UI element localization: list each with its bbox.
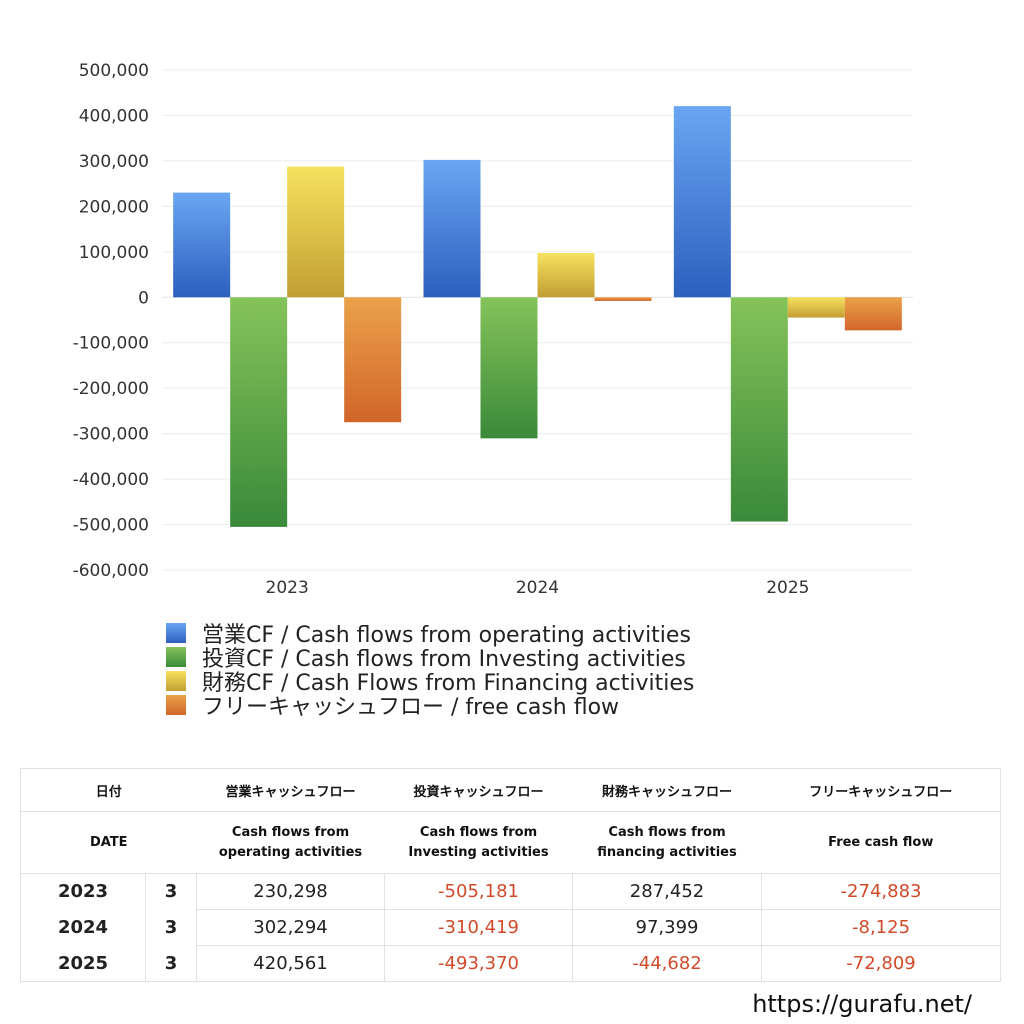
bar-free-2025 — [844, 297, 902, 331]
header-operating-en-line1: Cash flows from — [231, 824, 350, 840]
y-tick-label: 500,000 — [79, 61, 149, 81]
header-investing-en-line2: Investing activities — [408, 844, 549, 860]
header-free-en-line1: Free cash flow — [828, 834, 934, 850]
header-operating-en: Cash flows from operating activities — [196, 811, 385, 874]
header-free-en: Free cash flow — [761, 811, 1002, 874]
bar-free-2023 — [344, 297, 402, 423]
cash-flow-table: 日付 営業キャッシュフロー 投資キャッシュフロー 財務キャッシュフロー フリーキ… — [19, 768, 1002, 982]
x-category-label: 2023 — [266, 578, 309, 598]
y-tick-label: 200,000 — [79, 197, 149, 217]
x-axis-category-labels: 2023 2024 2025 — [266, 578, 810, 598]
legend-label-financing: 財務CF / Cash Flows from Financing activit… — [202, 671, 695, 696]
legend-item-operating: 営業CF / Cash flows from operating activit… — [166, 621, 694, 648]
bar-operating-2024 — [423, 159, 481, 298]
table-row: 2024 3 302,294 -310,419 97,399 -8,125 — [20, 909, 1002, 946]
bar-investing-2025 — [730, 297, 788, 522]
header-financing-en: Cash flows from financing activities — [572, 811, 762, 874]
y-tick-label: 300,000 — [79, 152, 149, 172]
bar-free-2024 — [594, 297, 652, 301]
row-investing: -505,181 — [384, 873, 574, 910]
legend-swatch-investing — [166, 647, 186, 667]
y-tick-label: 400,000 — [79, 106, 149, 126]
y-tick-label: -500,000 — [73, 516, 149, 536]
header-financing-jp: 財務キャッシュフロー — [572, 768, 762, 812]
site-url[interactable]: https://gurafu.net/ — [752, 990, 972, 1018]
cash-flow-bar-chart: 500,000 400,000 300,000 200,000 100,000 0 -100… — [73, 61, 913, 598]
bar-operating-2025 — [673, 106, 731, 298]
legend-label-investing: 投資CF / Cash flows from Investing activit… — [202, 647, 686, 672]
y-tick-label: -300,000 — [73, 425, 149, 445]
row-year: 2025 — [20, 945, 146, 982]
row-financing: 287,452 — [572, 873, 763, 910]
legend-item-free: フリーキャッシュフロー / free cash flow — [166, 693, 694, 720]
y-tick-label: -100,000 — [73, 334, 149, 354]
row-financing: -44,682 — [572, 945, 763, 982]
row-operating: 420,561 — [196, 945, 386, 982]
chart-legend: 営業CF / Cash flows from operating activit… — [166, 621, 694, 720]
legend-item-investing: 投資CF / Cash flows from Investing activit… — [166, 645, 694, 672]
table-header-row-en: DATE Cash flows from operating activitie… — [19, 811, 1002, 874]
header-date-en: DATE — [19, 811, 197, 874]
bar-financing-2023 — [287, 166, 345, 298]
row-investing: -310,419 — [384, 909, 574, 946]
legend-swatch-operating — [166, 623, 186, 643]
row-operating: 230,298 — [196, 873, 386, 910]
row-year: 2024 — [20, 909, 146, 946]
header-financing-en-line1: Cash flows from — [608, 824, 726, 840]
table-row: 2025 3 420,561 -493,370 -44,682 -72,809 — [20, 945, 1002, 982]
row-free: -8,125 — [761, 909, 1002, 946]
header-operating-en-line2: operating activities — [218, 844, 363, 860]
x-category-label: 2025 — [766, 578, 809, 598]
bars — [173, 106, 902, 527]
header-investing-jp: 投資キャッシュフロー — [384, 768, 573, 812]
y-axis-tick-labels: 500,000 400,000 300,000 200,000 100,000 0 -100… — [73, 61, 149, 581]
header-financing-en-line2: financing activities — [597, 844, 737, 860]
row-operating: 302,294 — [196, 909, 386, 946]
legend-swatch-free — [166, 695, 186, 715]
y-tick-label: 0 — [138, 288, 149, 308]
table-row: 2023 3 230,298 -505,181 287,452 -274,883 — [20, 873, 1002, 910]
row-investing: -493,370 — [384, 945, 574, 982]
header-date-jp: 日付 — [19, 768, 197, 812]
legend-swatch-financing — [166, 671, 186, 691]
header-investing-en-line1: Cash flows from — [419, 824, 538, 840]
legend-label-operating: 営業CF / Cash flows from operating activit… — [202, 623, 691, 648]
bar-operating-2023 — [173, 192, 231, 298]
row-month: 3 — [144, 873, 198, 910]
legend-item-financing: 財務CF / Cash Flows from Financing activit… — [166, 669, 694, 696]
y-tick-label: -200,000 — [73, 379, 149, 399]
x-category-label: 2024 — [516, 578, 559, 598]
y-tick-label: 100,000 — [79, 243, 149, 263]
row-financing: 97,399 — [572, 909, 763, 946]
bar-financing-2025 — [787, 297, 845, 318]
row-year: 2023 — [20, 873, 146, 910]
legend-label-free: フリーキャッシュフロー / free cash flow — [202, 695, 620, 720]
y-tick-label: -600,000 — [73, 561, 149, 581]
y-tick-label: -400,000 — [73, 470, 149, 490]
row-free: -72,809 — [761, 945, 1002, 982]
header-operating-jp: 営業キャッシュフロー — [196, 768, 385, 812]
header-investing-en: Cash flows from Investing activities — [384, 811, 573, 874]
row-month: 3 — [144, 909, 198, 946]
bar-investing-2024 — [480, 297, 538, 439]
bar-financing-2024 — [537, 253, 595, 298]
table-header-row-jp: 日付 営業キャッシュフロー 投資キャッシュフロー 財務キャッシュフロー フリーキ… — [19, 768, 1002, 812]
bar-investing-2023 — [230, 297, 288, 527]
row-free: -274,883 — [761, 873, 1002, 910]
header-free-jp: フリーキャッシュフロー — [761, 768, 1002, 812]
row-month: 3 — [144, 945, 198, 982]
